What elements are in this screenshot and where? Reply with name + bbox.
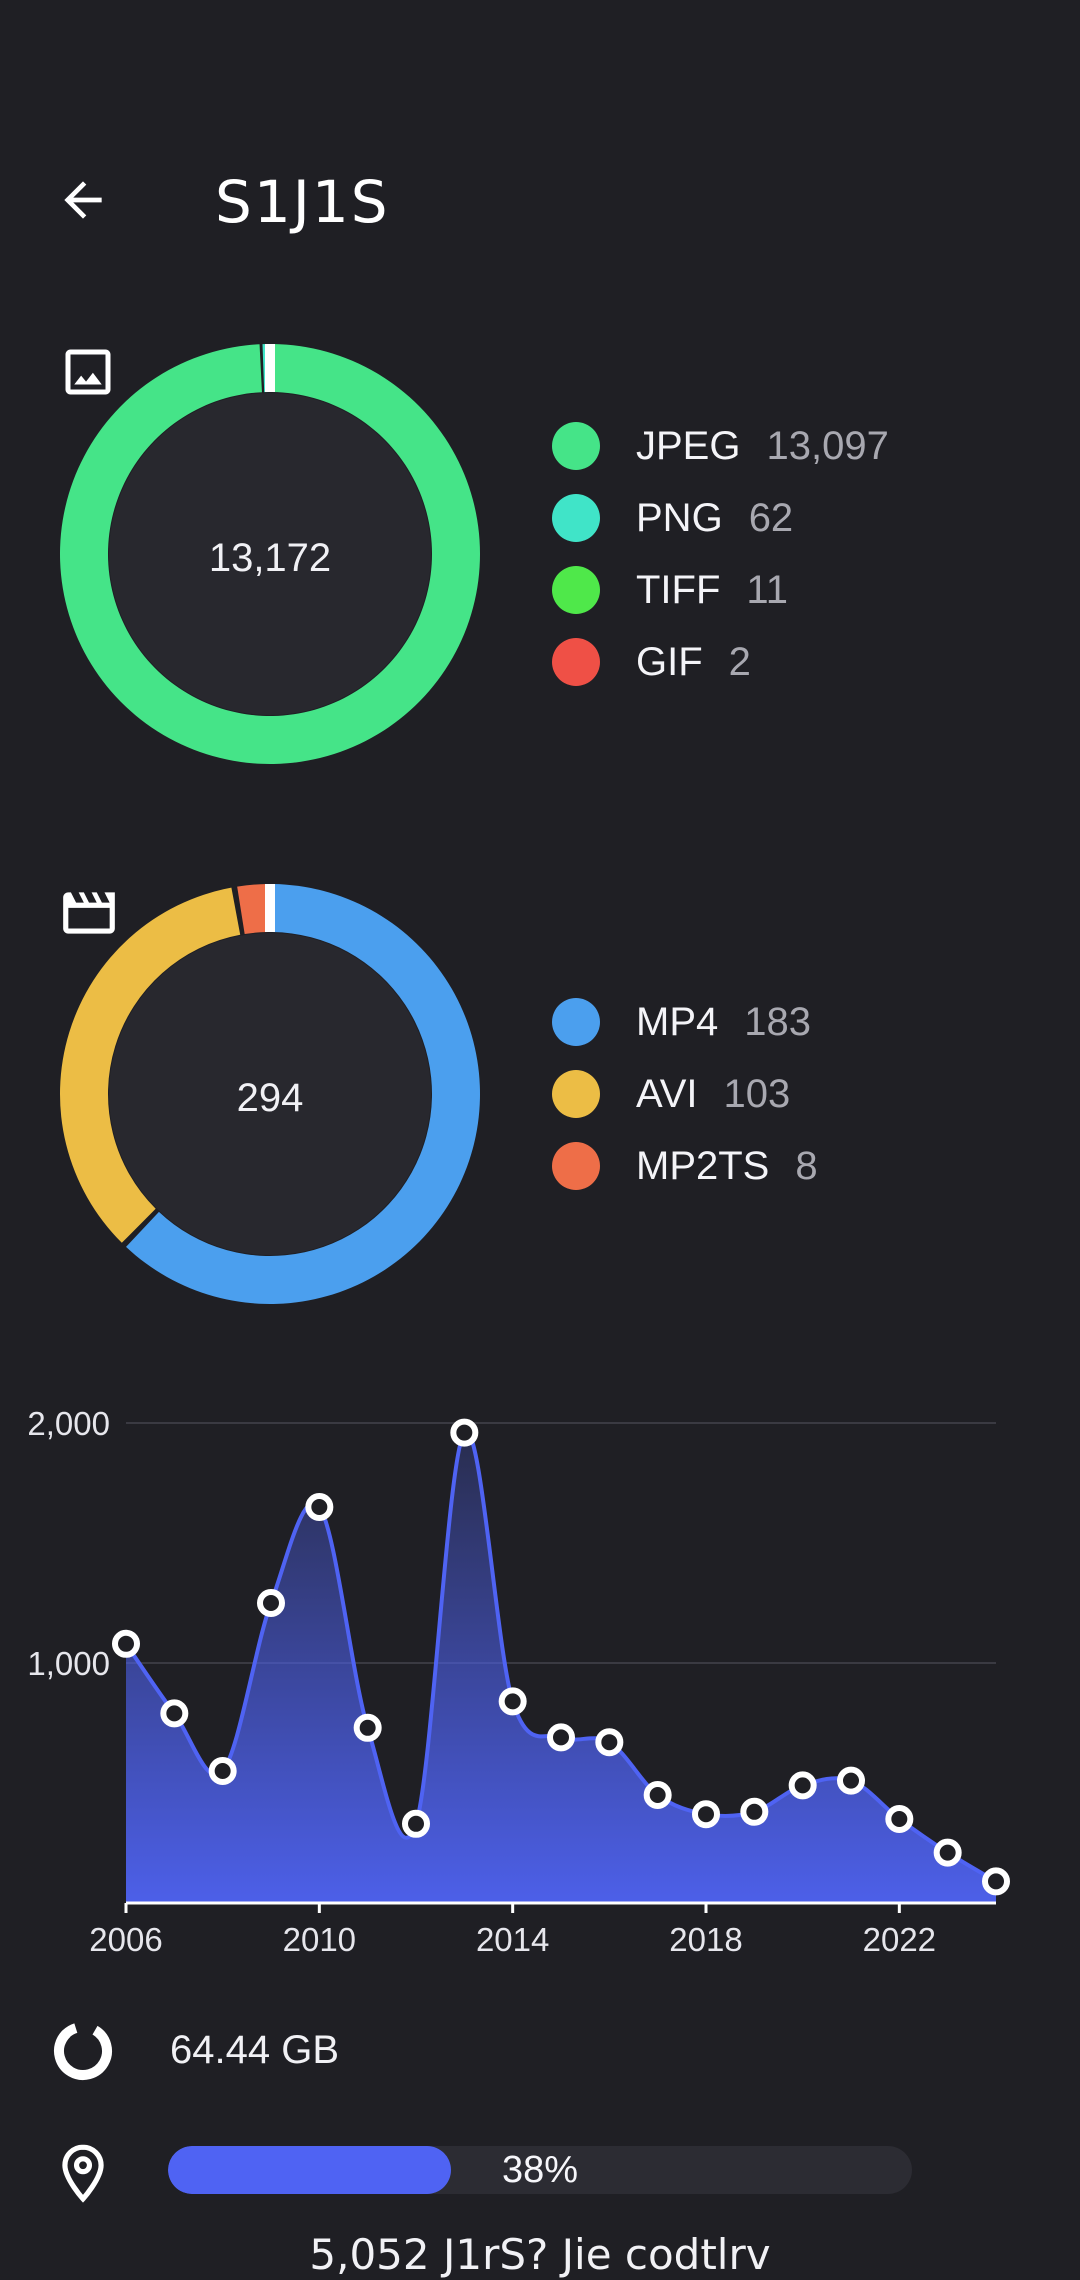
data-point-2018[interactable]: [692, 1800, 720, 1829]
legend-color-dot: [552, 422, 600, 470]
legend-count: 183: [744, 999, 811, 1044]
legend-item-jpeg[interactable]: JPEG 13,097: [552, 410, 889, 482]
legend-item-avi[interactable]: AVI 103: [552, 1058, 818, 1130]
clapperboard-icon: [63, 892, 115, 934]
videos-slice-mp2ts[interactable]: [237, 884, 268, 934]
videos-start-marker: [265, 884, 275, 932]
legend-name: PNG: [636, 495, 723, 540]
legend-name: JPEG: [636, 423, 741, 468]
back-button[interactable]: [50, 170, 116, 230]
images-donut-chart[interactable]: 13,172: [58, 342, 482, 766]
location-progress-bar: [168, 2146, 912, 2194]
data-point-2015[interactable]: [547, 1723, 575, 1752]
legend-name: AVI: [636, 1071, 698, 1116]
images-total: 13,172: [208, 535, 332, 580]
app-bar: S1J1S: [0, 150, 1080, 250]
x-tick-label: 2014: [476, 1921, 549, 1958]
data-point-2011[interactable]: [353, 1713, 382, 1742]
legend-color-dot: [552, 566, 600, 614]
location-pin-icon: [62, 2144, 104, 2203]
images-donut-hole: [109, 393, 431, 715]
videos-donut-hole: [109, 933, 431, 1255]
legend-count: 2: [728, 639, 751, 684]
videos-donut-chart[interactable]: 294: [58, 882, 482, 1306]
location-progress-label: 38%: [501, 2148, 579, 2191]
x-tick-label: 2006: [89, 1921, 162, 1958]
page-title: S1J1S: [215, 168, 390, 236]
legend-color-dot: [552, 494, 600, 542]
location-row: 38%: [0, 2130, 1080, 2210]
storage-pie-icon: [54, 2022, 112, 2080]
images-legend: JPEG 13,097 PNG 62 TIFF 11 GIF 2: [552, 410, 889, 698]
x-tick-label: 2010: [283, 1921, 356, 1958]
legend-count: 13,097: [766, 423, 889, 468]
storage-row: 64.44 GB: [0, 2010, 1080, 2090]
data-point-2021[interactable]: [837, 1766, 865, 1795]
y-tick-label: 2,000: [27, 1405, 110, 1442]
y-tick-label: 1,000: [27, 1645, 110, 1682]
legend-item-gif[interactable]: GIF 2: [552, 626, 889, 698]
data-point-2007[interactable]: [160, 1699, 189, 1728]
legend-item-png[interactable]: PNG 62: [552, 482, 889, 554]
legend-count: 8: [795, 1143, 818, 1188]
legend-item-tiff[interactable]: TIFF 11: [552, 554, 889, 626]
videos-total: 294: [236, 1075, 304, 1120]
data-point-2024[interactable]: [982, 1867, 1010, 1896]
legend-count: 103: [723, 1071, 791, 1116]
storage-size: 64.44 GB: [170, 2028, 340, 2072]
x-tick-label: 2018: [669, 1921, 742, 1958]
footer-summary: 5,052 J1rS? Jie codtlrv: [309, 2230, 771, 2279]
legend-color-dot: [552, 1142, 600, 1190]
image-icon: [65, 349, 111, 395]
images-start-marker: [265, 344, 275, 392]
data-point-2012[interactable]: [402, 1809, 430, 1838]
images-donut-ring: [60, 344, 481, 764]
data-point-2019[interactable]: [740, 1797, 769, 1826]
legend-name: MP2TS: [636, 1143, 770, 1188]
location-progress-fill: [168, 2146, 451, 2194]
legend-name: MP4: [636, 999, 719, 1044]
videos-slice-avi[interactable]: [59, 887, 241, 1243]
videos-donut-ring: [59, 884, 480, 1304]
area-fill: [126, 1431, 996, 1903]
legend-item-mp4[interactable]: MP4 183: [552, 986, 818, 1058]
legend-name: GIF: [636, 639, 703, 684]
data-point-2008[interactable]: [208, 1757, 237, 1785]
images-donut-center: 13,172: [58, 342, 482, 766]
data-point-2014[interactable]: [498, 1687, 527, 1716]
arrow-back-icon: [64, 181, 102, 219]
legend-item-mp2ts[interactable]: MP2TS 8: [552, 1130, 818, 1202]
videos-slice-mp4[interactable]: [126, 884, 480, 1304]
photos-per-year-area-chart[interactable]: 2,000 1,000 2006 2010 2014 2018 2022: [0, 1380, 1080, 1970]
legend-color-dot: [552, 1070, 600, 1118]
legend-color-dot: [552, 638, 600, 686]
x-tick-label: 2022: [863, 1921, 936, 1958]
data-point-2010[interactable]: [305, 1493, 334, 1521]
legend-name: TIFF: [636, 567, 721, 612]
data-point-2006[interactable]: [112, 1629, 140, 1658]
videos-donut-center: 294: [58, 882, 482, 1306]
data-point-2013[interactable]: [450, 1418, 479, 1447]
data-point-2017[interactable]: [643, 1781, 672, 1809]
videos-legend: MP4 183 AVI 103 MP2TS 8: [552, 986, 818, 1202]
data-point-2016[interactable]: [595, 1728, 624, 1757]
data-point-2009[interactable]: [257, 1589, 285, 1617]
data-point-2023[interactable]: [933, 1838, 962, 1867]
legend-count: 62: [748, 495, 794, 540]
data-point-2022[interactable]: [885, 1805, 914, 1833]
data-point-2020[interactable]: [788, 1771, 817, 1800]
legend-color-dot: [552, 998, 600, 1046]
legend-count: 11: [746, 567, 788, 612]
